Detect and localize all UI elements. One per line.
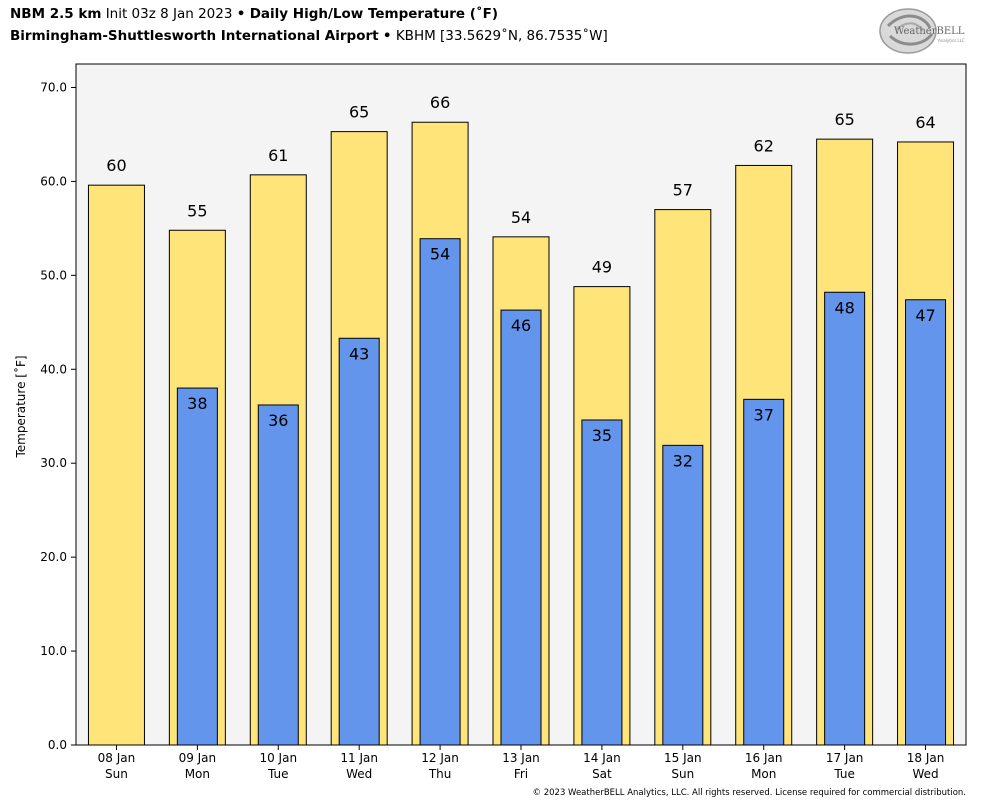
x-tick-day: Tue [267, 767, 289, 781]
low-bar [824, 291, 866, 746]
x-tick-date: 12 Jan [421, 751, 459, 765]
x-tick-date: 18 Jan [907, 751, 945, 765]
y-tick-label: 50.0 [40, 268, 67, 282]
low-value-label: 36 [268, 411, 288, 430]
low-value-label: 35 [592, 426, 612, 445]
low-value-label: 48 [834, 298, 854, 317]
x-tick-day: Thu [428, 767, 452, 781]
x-tick-day: Tue [833, 767, 855, 781]
x-tick-date: 15 Jan [664, 751, 702, 765]
station-line: Birmingham-Shuttlesworth International A… [10, 28, 608, 44]
y-tick-label: 70.0 [40, 80, 67, 94]
product-title: Daily High/Low Temperature (˚F) [249, 6, 499, 22]
x-tick-date: 13 Jan [502, 751, 540, 765]
logo-text: WeatherBELL [894, 26, 965, 37]
init-time: Init 03z 8 Jan 2023 [105, 6, 233, 22]
x-tick-day: Wed [912, 767, 938, 781]
high-value-label: 57 [673, 181, 693, 200]
y-axis-label: Temperature [˚F] [13, 355, 28, 458]
x-tick-day: Wed [346, 767, 372, 781]
low-value-label: 46 [511, 316, 531, 335]
high-value-label: 65 [834, 110, 854, 129]
x-tick-date: 11 Jan [340, 751, 378, 765]
copyright-notice: © 2023 WeatherBELL Analytics, LLC. All r… [532, 788, 966, 798]
y-tick-label: 0.0 [48, 738, 67, 752]
logo-subtext: Analytics LLC [938, 38, 965, 43]
low-bar [176, 387, 218, 746]
y-tick-label: 60.0 [40, 174, 67, 188]
low-series [176, 238, 947, 746]
low-value-label: 37 [754, 405, 774, 424]
x-tick-date: 17 Jan [826, 751, 864, 765]
low-bar [662, 444, 704, 746]
high-value-label: 65 [349, 103, 369, 122]
x-tick-date: 09 Jan [179, 751, 217, 765]
x-tick-day: Mon [751, 767, 776, 781]
high-value-label: 62 [754, 136, 774, 155]
y-tick-label: 20.0 [40, 550, 67, 564]
high-value-label: 54 [511, 208, 531, 227]
high-bar [87, 184, 145, 746]
low-bar [419, 238, 461, 746]
low-bar [257, 404, 299, 746]
title-separator: • [236, 6, 246, 22]
x-tick-date: 16 Jan [745, 751, 783, 765]
low-bar [500, 309, 542, 746]
high-value-label: 55 [187, 201, 207, 220]
low-value-label: 54 [430, 245, 450, 264]
low-bar [338, 337, 380, 746]
high-value-label: 60 [106, 156, 126, 175]
high-value-label: 66 [430, 93, 450, 112]
high-value-label: 64 [915, 113, 935, 132]
y-tick-label: 10.0 [40, 644, 67, 658]
y-tick-label: 30.0 [40, 456, 67, 470]
station-name: Birmingham-Shuttlesworth International A… [10, 28, 379, 44]
x-tick-day: Sat [592, 767, 612, 781]
x-tick-day: Sun [671, 767, 694, 781]
low-bar [743, 398, 785, 746]
low-bar [905, 299, 947, 746]
low-value-label: 43 [349, 344, 369, 363]
station-separator: • [382, 28, 392, 44]
x-tick-date: 08 Jan [98, 751, 136, 765]
low-value-label: 32 [673, 451, 693, 470]
low-labels: 38 36 43 54 46 35 32 37 48 47 [187, 245, 936, 471]
x-tick-date: 10 Jan [259, 751, 297, 765]
low-value-label: 47 [915, 306, 935, 325]
high-value-label: 61 [268, 146, 288, 165]
x-tick-day: Fri [514, 767, 528, 781]
low-bar [581, 419, 623, 746]
x-axis: 08 Jan Sun 09 Jan Mon 10 Jan Tue 11 Jan Wed 12 J… [98, 745, 945, 781]
high-value-label: 49 [592, 258, 612, 277]
chart-title-line: NBM 2.5 km Init 03z 8 Jan 2023 • Daily H… [10, 6, 498, 22]
high-labels: 60 55 61 65 66 54 49 57 62 65 64 [106, 93, 935, 276]
y-tick-label: 40.0 [40, 362, 67, 376]
x-tick-day: Mon [185, 767, 210, 781]
weatherbell-logo: WeatherBELL Analytics LLC [879, 8, 965, 54]
y-axis: 0.0 10.0 20.0 30.0 40.0 50.0 60.0 70.0 [40, 80, 76, 752]
x-tick-date: 14 Jan [583, 751, 621, 765]
low-value-label: 38 [187, 394, 207, 413]
model-name: NBM 2.5 km [10, 6, 102, 22]
x-tick-day: Sun [105, 767, 128, 781]
station-code: KBHM [33.5629˚N, 86.7535˚W] [395, 28, 608, 44]
